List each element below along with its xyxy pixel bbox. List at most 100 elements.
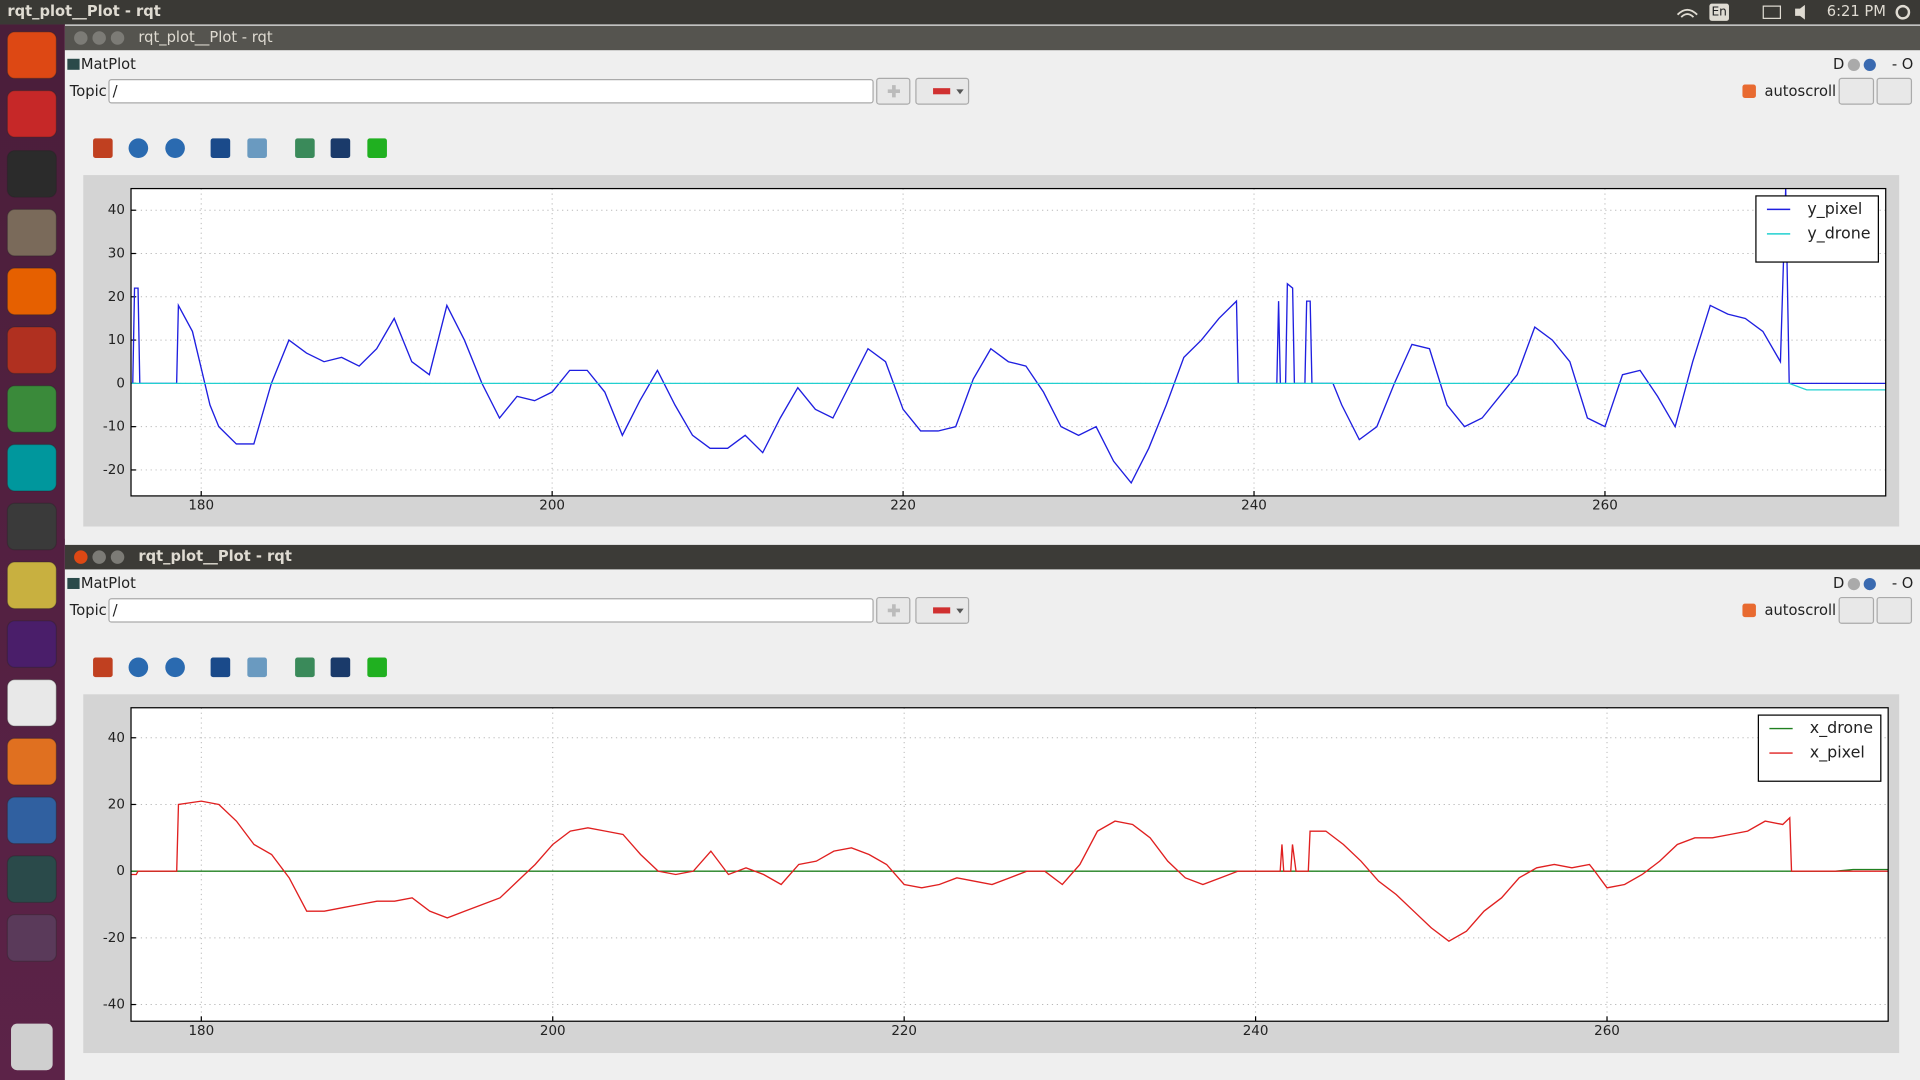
autoscroll-check[interactable]	[1742, 603, 1756, 618]
trash-icon[interactable]	[11, 1023, 53, 1071]
window-button[interactable]	[74, 31, 88, 45]
toolbar-button[interactable]	[330, 138, 351, 158]
legend	[1755, 195, 1879, 263]
autoscroll-label[interactable]: autoscroll	[1764, 602, 1836, 619]
corner-o[interactable]: - O	[1892, 575, 1914, 592]
corner-gear[interactable]	[1847, 577, 1860, 591]
volume-icon[interactable]	[1795, 4, 1805, 20]
toolbar-button[interactable]	[128, 138, 149, 158]
topic-label: Topic	[69, 83, 107, 100]
topic-input[interactable]	[108, 598, 874, 623]
plot-frame	[130, 187, 1887, 497]
mail-icon[interactable]	[1762, 5, 1782, 19]
clear-button[interactable]	[1876, 77, 1913, 105]
plugin-icon	[67, 577, 80, 589]
clear-button[interactable]	[1876, 596, 1913, 624]
toolbar-button[interactable]	[93, 657, 113, 678]
launcher-icon[interactable]	[6, 267, 57, 316]
x-tick-label: 240	[1243, 1024, 1269, 1039]
toolbar-button[interactable]	[367, 657, 387, 678]
pause-button[interactable]	[1838, 77, 1875, 105]
corner-gear[interactable]	[1847, 58, 1860, 72]
corner-help[interactable]	[1863, 58, 1876, 72]
legend-label: x_pixel	[1810, 743, 1865, 763]
topic-value[interactable]: /	[113, 83, 118, 100]
topic-label: Topic	[69, 602, 107, 619]
toolbar-button[interactable]	[93, 138, 113, 158]
launcher-icon[interactable]	[6, 443, 57, 492]
x-tick-label: 200	[539, 499, 565, 514]
toolbar-button[interactable]	[247, 138, 267, 158]
x-tick-label: 200	[540, 1024, 566, 1039]
launcher-icon[interactable]	[6, 150, 57, 198]
launcher-icon[interactable]	[6, 561, 57, 610]
toolbar-button[interactable]	[165, 138, 185, 158]
launcher-icon[interactable]	[6, 620, 57, 668]
window-button[interactable]	[92, 31, 106, 45]
y-tick-label: 10	[108, 333, 125, 348]
lang-box[interactable]	[1709, 3, 1729, 21]
launcher-icon[interactable]	[6, 31, 57, 79]
y-tick-label: -20	[103, 463, 125, 478]
corner-d[interactable]: D	[1833, 575, 1844, 592]
wifi-icon[interactable]	[1676, 8, 1698, 18]
toolbar-button[interactable]	[165, 657, 185, 678]
launcher-icon[interactable]	[6, 90, 57, 138]
y-tick-label: -40	[103, 998, 125, 1013]
x-tick-label: 180	[188, 499, 214, 514]
launcher-icon[interactable]	[6, 914, 57, 962]
launcher-icon[interactable]	[6, 326, 57, 375]
x-tick-label: 260	[1592, 499, 1618, 514]
x-tick-label: 260	[1594, 1024, 1620, 1039]
toolbar-button[interactable]	[295, 138, 315, 158]
corner-help[interactable]	[1863, 577, 1876, 591]
launcher-icon[interactable]	[6, 385, 57, 433]
toolbar-button[interactable]	[210, 657, 231, 678]
plot-area	[131, 188, 1886, 496]
topic-value[interactable]: /	[113, 602, 118, 619]
pause-button[interactable]	[1838, 596, 1875, 624]
toolbar-button[interactable]	[330, 657, 351, 678]
launcher-icon[interactable]	[6, 737, 57, 786]
topic-input[interactable]	[108, 78, 874, 104]
dropdown-arrow	[956, 89, 964, 95]
launcher-icon[interactable]	[6, 678, 57, 727]
lang[interactable]: En	[1711, 5, 1726, 19]
x-tick-label: 220	[890, 499, 916, 514]
launcher-icons	[6, 31, 57, 1071]
autoscroll-check[interactable]	[1742, 84, 1756, 98]
autoscroll-label[interactable]: autoscroll	[1764, 83, 1836, 100]
window-button[interactable]	[74, 550, 88, 564]
window-button[interactable]	[92, 550, 106, 564]
toolbar-button[interactable]	[295, 657, 315, 678]
remove-icon	[933, 607, 951, 614]
launcher-icon[interactable]	[6, 502, 57, 551]
y-tick-label: 40	[108, 731, 125, 746]
corner-o[interactable]: - O	[1892, 56, 1914, 73]
plugin-name: MatPlot	[81, 56, 136, 73]
toolbar-button[interactable]	[367, 138, 387, 158]
toolbar-button[interactable]	[128, 657, 149, 678]
toolbar-button[interactable]	[210, 138, 231, 158]
launcher-icon[interactable]	[6, 855, 57, 904]
title-bar	[64, 544, 1920, 570]
clock[interactable]: 6:21 PM	[1827, 3, 1886, 20]
top-bar	[0, 0, 1920, 25]
title-bar	[64, 25, 1920, 51]
series-line	[131, 868, 1889, 872]
top-bar-title: rqt_plot__Plot - rqt	[7, 3, 160, 20]
window-button[interactable]	[110, 31, 125, 45]
window-button[interactable]	[110, 550, 125, 564]
add-icon	[887, 85, 900, 98]
launcher-icon[interactable]	[6, 796, 57, 845]
corner-d[interactable]: D	[1833, 56, 1844, 73]
toolbar-button[interactable]	[247, 657, 267, 678]
settings-icon[interactable]	[1895, 4, 1911, 20]
y-tick-label: 0	[116, 376, 125, 391]
series-line	[132, 188, 1886, 485]
legend	[1757, 714, 1882, 782]
launcher-icon[interactable]	[6, 208, 57, 257]
add-icon	[887, 604, 900, 617]
